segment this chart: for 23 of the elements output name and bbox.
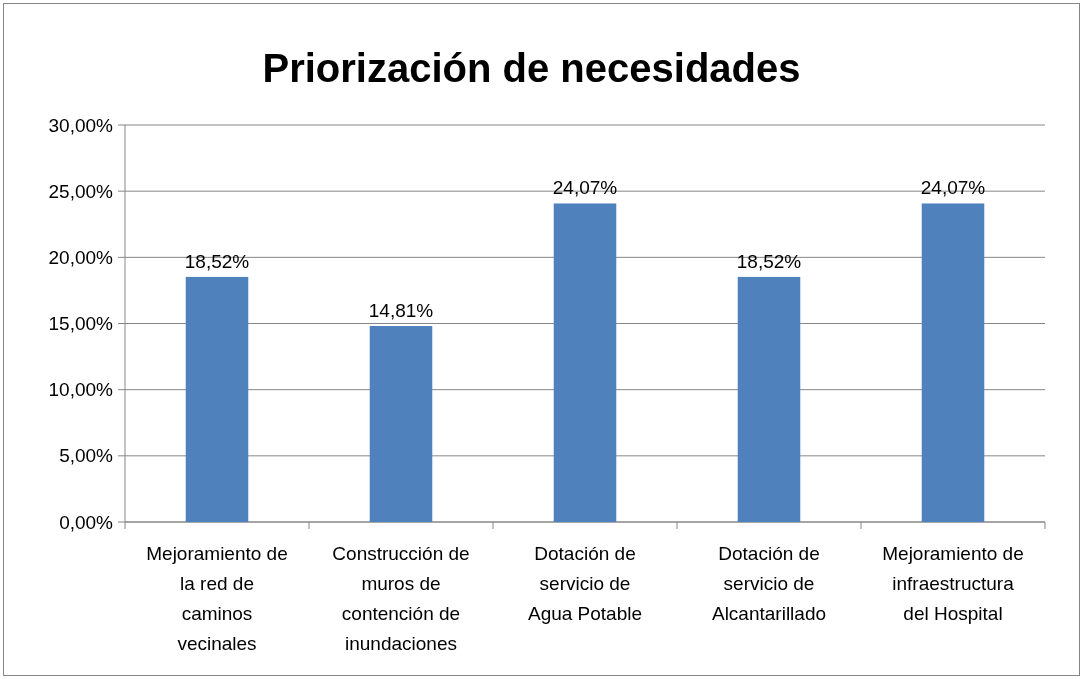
bar xyxy=(369,326,433,522)
y-tick-label: 25,00% xyxy=(48,180,114,202)
y-tick-label: 15,00% xyxy=(48,313,114,335)
data-label: 18,52% xyxy=(736,250,802,272)
x-tick-label: Dotación de servicio de Agua Potable xyxy=(527,543,643,624)
bar xyxy=(553,203,617,522)
bar xyxy=(737,276,801,522)
data-label: 24,07% xyxy=(552,177,618,199)
y-tick-label: 0,00% xyxy=(59,511,114,533)
y-tick-label: 10,00% xyxy=(48,379,114,401)
x-tick-label: Construcción de muros de contención de inundaciones xyxy=(332,543,470,654)
x-tick-label: Mejoramiento de la red de caminos vecinales xyxy=(146,543,288,654)
bar xyxy=(921,203,985,522)
y-tick-label: 5,00% xyxy=(59,445,114,467)
bar xyxy=(185,276,249,522)
data-label: 18,52% xyxy=(184,250,250,272)
data-label: 14,81% xyxy=(368,300,434,322)
x-tick-label: Mejoramiento de infraestructura del Hospital xyxy=(882,543,1024,624)
y-tick-label: 30,00% xyxy=(48,114,114,136)
x-tick-label: Dotación de servicio de Alcantarillado xyxy=(711,543,827,624)
y-tick-label: 20,00% xyxy=(48,246,114,268)
data-label: 24,07% xyxy=(920,177,986,199)
chart-title: Priorización de necesidades xyxy=(262,46,801,90)
